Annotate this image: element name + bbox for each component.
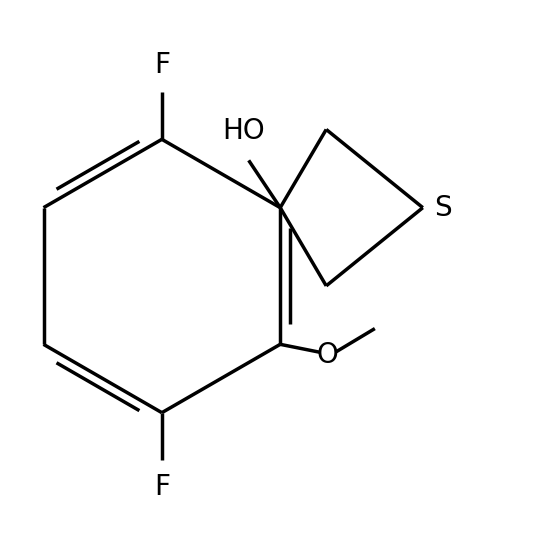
Text: S: S bbox=[434, 194, 452, 222]
Text: HO: HO bbox=[222, 116, 265, 145]
Text: F: F bbox=[154, 473, 170, 501]
Text: O: O bbox=[317, 341, 339, 369]
Text: F: F bbox=[154, 51, 170, 79]
